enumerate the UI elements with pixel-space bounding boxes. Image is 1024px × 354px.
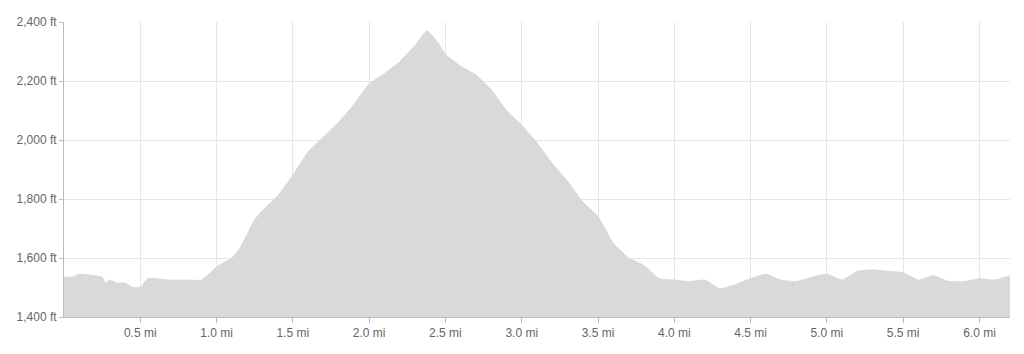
svg-text:0.5 mi: 0.5 mi: [124, 326, 157, 340]
svg-text:4.5 mi: 4.5 mi: [734, 326, 767, 340]
svg-text:5.5 mi: 5.5 mi: [887, 326, 920, 340]
svg-text:6.0 mi: 6.0 mi: [963, 326, 996, 340]
svg-text:5.0 mi: 5.0 mi: [811, 326, 844, 340]
svg-text:2.0 mi: 2.0 mi: [353, 326, 386, 340]
svg-text:2,400 ft: 2,400 ft: [17, 15, 58, 29]
svg-text:4.0 mi: 4.0 mi: [658, 326, 691, 340]
svg-text:2.5 mi: 2.5 mi: [429, 326, 462, 340]
svg-text:2,200 ft: 2,200 ft: [17, 74, 58, 88]
svg-text:1,800 ft: 1,800 ft: [17, 192, 58, 206]
svg-text:1.0 mi: 1.0 mi: [200, 326, 233, 340]
svg-text:2,000 ft: 2,000 ft: [17, 133, 58, 147]
svg-text:3.5 mi: 3.5 mi: [582, 326, 615, 340]
svg-text:1.5 mi: 1.5 mi: [277, 326, 310, 340]
svg-text:1,400 ft: 1,400 ft: [17, 310, 58, 324]
svg-text:3.0 mi: 3.0 mi: [505, 326, 538, 340]
svg-text:1,600 ft: 1,600 ft: [17, 251, 58, 265]
